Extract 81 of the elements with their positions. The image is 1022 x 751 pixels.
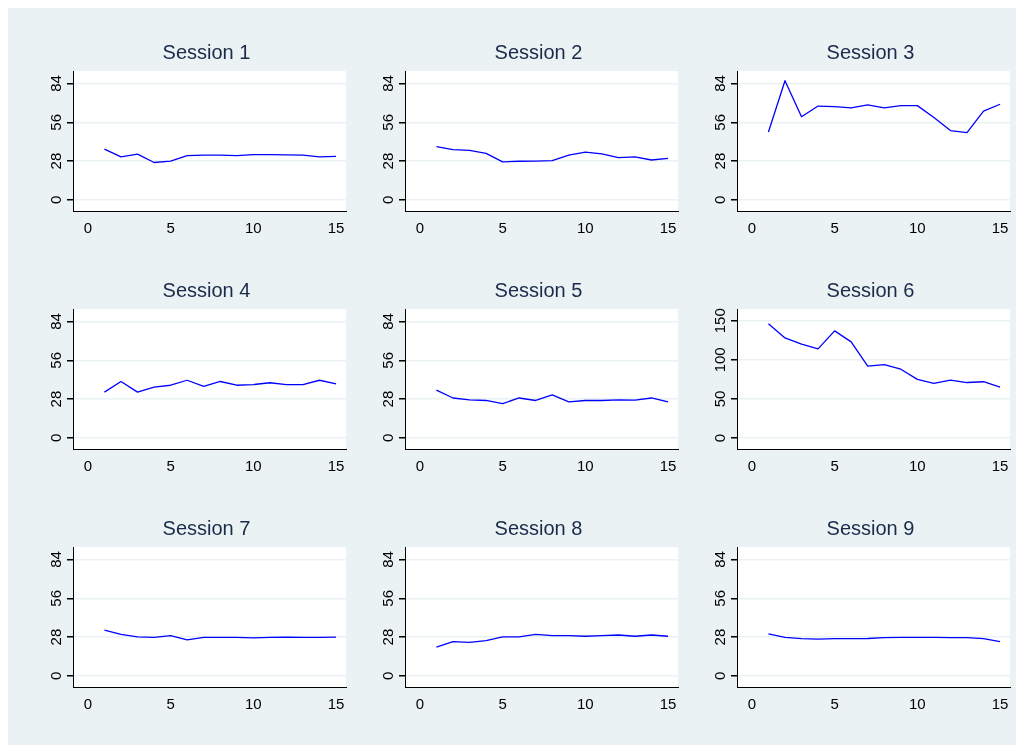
chart-title: Session 4: [162, 278, 251, 301]
x-tick-label: 0: [747, 219, 757, 237]
y-tick-label: 28: [46, 152, 64, 170]
y-tick-label: 0: [710, 433, 728, 443]
x-tick-label: 0: [415, 695, 425, 713]
y-tick-label: 84: [710, 75, 728, 92]
x-tick-label: 15: [991, 457, 1009, 475]
y-tick-label: 0: [378, 433, 396, 443]
chart-title: Session 8: [494, 516, 583, 539]
chart-title: Session 9: [826, 516, 915, 539]
x-tick-label: 15: [659, 695, 677, 713]
chart-title: Session 7: [162, 516, 251, 539]
y-tick-label: 56: [46, 589, 64, 607]
x-tick-label: 10: [909, 457, 926, 475]
y-tick-label: 0: [46, 195, 64, 205]
y-tick-label: 28: [710, 628, 728, 646]
x-tick-label: 5: [498, 695, 507, 713]
y-tick-label: 84: [378, 313, 396, 330]
x-tick-label: 10: [245, 457, 262, 475]
y-tick-label: 0: [710, 671, 728, 681]
x-tick-label: 10: [245, 695, 262, 713]
x-tick-label: 5: [498, 457, 507, 475]
y-tick-label: 0: [46, 671, 64, 681]
x-tick-label: 10: [245, 219, 262, 237]
x-tick-label: 10: [909, 219, 926, 237]
x-tick-label: 0: [747, 695, 757, 713]
x-tick-label: 5: [830, 219, 839, 237]
y-tick-label: 100: [710, 347, 728, 373]
x-tick-label: 15: [991, 219, 1009, 237]
x-tick-label: 0: [415, 219, 425, 237]
y-tick-label: 0: [378, 195, 396, 205]
x-tick-label: 0: [83, 219, 93, 237]
x-tick-label: 0: [415, 457, 425, 475]
y-tick-label: 28: [46, 390, 64, 408]
y-tick-label: 56: [378, 589, 396, 607]
y-tick-label: 84: [378, 551, 396, 568]
x-tick-label: 10: [577, 219, 594, 237]
chart-title: Session 1: [162, 40, 251, 63]
x-tick-label: 0: [747, 457, 757, 475]
y-tick-label: 56: [46, 351, 64, 369]
x-tick-label: 15: [327, 695, 345, 713]
x-tick-label: 0: [83, 457, 93, 475]
y-tick-label: 28: [46, 628, 64, 646]
chart-title: Session 2: [494, 40, 583, 63]
chart-title: Session 3: [826, 40, 915, 63]
y-tick-label: 84: [46, 551, 64, 568]
y-tick-label: 56: [378, 113, 396, 131]
y-tick-label: 28: [378, 628, 396, 646]
x-tick-label: 5: [498, 219, 507, 237]
x-tick-label: 0: [83, 695, 93, 713]
x-tick-label: 5: [166, 457, 175, 475]
y-tick-label: 84: [46, 75, 64, 92]
y-tick-label: 84: [378, 75, 396, 92]
y-tick-label: 28: [378, 152, 396, 170]
x-tick-label: 10: [577, 457, 594, 475]
x-tick-label: 15: [327, 457, 345, 475]
y-tick-label: 0: [710, 195, 728, 205]
x-tick-label: 5: [830, 695, 839, 713]
x-tick-label: 10: [909, 695, 926, 713]
y-tick-label: 56: [710, 113, 728, 131]
x-tick-label: 15: [659, 219, 677, 237]
y-tick-label: 28: [378, 390, 396, 408]
x-tick-label: 15: [659, 457, 677, 475]
chart-title: Session 6: [826, 278, 915, 301]
x-tick-label: 15: [991, 695, 1009, 713]
x-tick-label: 15: [327, 219, 345, 237]
y-tick-label: 50: [710, 390, 728, 408]
y-tick-label: 84: [46, 313, 64, 330]
y-tick-label: 0: [46, 433, 64, 443]
x-tick-label: 5: [166, 219, 175, 237]
y-tick-label: 84: [710, 551, 728, 568]
chart-title: Session 5: [494, 278, 583, 301]
y-tick-label: 56: [710, 589, 728, 607]
y-tick-label: 150: [710, 308, 728, 334]
y-tick-label: 56: [46, 113, 64, 131]
x-tick-label: 10: [577, 695, 594, 713]
y-tick-label: 28: [710, 152, 728, 170]
y-tick-label: 56: [378, 351, 396, 369]
x-tick-label: 5: [166, 695, 175, 713]
y-tick-label: 0: [378, 671, 396, 681]
x-tick-label: 5: [830, 457, 839, 475]
